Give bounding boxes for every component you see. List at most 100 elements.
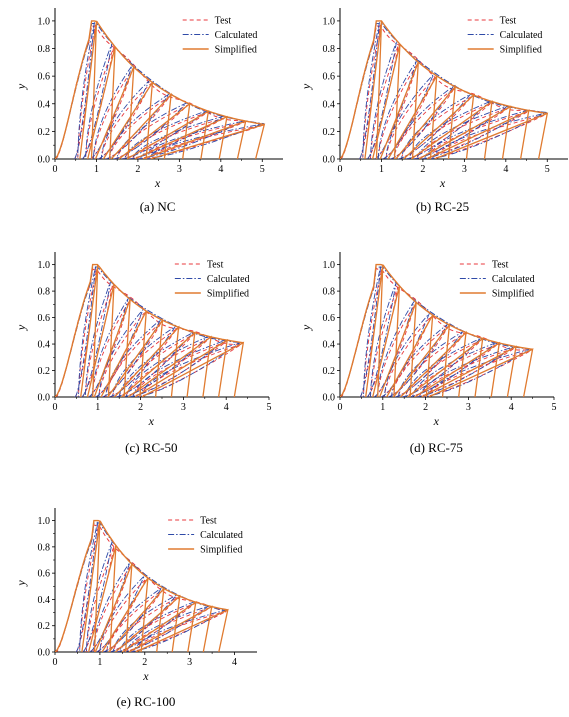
x-tick-label: 3: [181, 402, 186, 413]
y-tick-label: 0.0: [323, 393, 336, 404]
chart-panel-3: 0 1 2 3 4 5 0.0 0.2 0.4 0.6 0.8 1.0 x y (c) RC-50 Test C…: [14, 252, 272, 455]
y-axis-label: y: [299, 324, 313, 331]
y-tick-label: 0.4: [38, 595, 51, 606]
loop-simplified: [403, 93, 475, 159]
loop-simplified: [93, 299, 131, 397]
legend-label: Test: [200, 516, 217, 527]
loop-simplified: [118, 102, 191, 159]
loop-test: [81, 285, 113, 397]
loop-simplified: [395, 84, 457, 159]
series-simplified: [55, 263, 245, 397]
loop-simplified: [121, 600, 197, 652]
loop-simplified: [107, 317, 164, 397]
loop-test: [81, 48, 114, 159]
y-axis-label: y: [299, 83, 313, 90]
y-tick-label: 0.2: [38, 621, 51, 632]
loop-simplified: [79, 20, 98, 159]
y-tick-label: 1.0: [38, 16, 51, 27]
plot-area: [55, 20, 266, 159]
y-tick-label: 1.0: [323, 260, 336, 271]
x-axis-label: x: [439, 176, 446, 190]
x-axis-label: x: [154, 176, 161, 190]
loop-simplified: [418, 105, 512, 159]
loop-test: [97, 83, 152, 159]
y-tick-label: 0.2: [38, 127, 51, 138]
x-tick-label: 4: [232, 657, 237, 668]
x-tick-label: 2: [423, 402, 428, 413]
loop-simplified: [102, 82, 154, 159]
x-tick-label: 4: [509, 402, 514, 413]
chart-panel-2: 0 1 2 3 4 5 0.0 0.2 0.4 0.6 0.8 1.0 x y (b) RC-25 Test C…: [299, 8, 568, 214]
panel-caption: (d) RC-75: [410, 440, 463, 455]
plot-area: [55, 263, 245, 397]
loop-test: [382, 77, 436, 159]
y-tick-label: 0.6: [38, 313, 51, 324]
series-calculated: [55, 22, 265, 159]
loop-calculated: [409, 342, 497, 397]
y-tick-label: 0.8: [38, 44, 51, 55]
y-tick-label: 1.0: [323, 16, 336, 27]
loop-simplified: [87, 545, 117, 652]
chart-panel-4: 0 1 2 3 4 5 0.0 0.2 0.4 0.6 0.8 1.0 x y (d) RC-75 Test C…: [299, 252, 557, 455]
legend-label: Simplified: [500, 45, 542, 56]
loop-test: [415, 347, 516, 397]
loop-test: [422, 350, 532, 397]
y-axis-label: y: [14, 580, 28, 587]
loop-simplified: [393, 322, 451, 397]
loop-calculated: [81, 281, 111, 397]
x-tick-label: 0: [53, 402, 58, 413]
series-simplified: [55, 519, 229, 652]
x-tick-label: 5: [552, 402, 557, 413]
loop-test: [129, 341, 227, 397]
loop-simplified: [434, 112, 549, 159]
panel-caption: (b) RC-25: [416, 199, 469, 214]
y-tick-label: 0.6: [38, 72, 51, 83]
loop-simplified: [428, 348, 534, 397]
loop-calculated: [137, 120, 244, 159]
x-tick-label: 2: [138, 402, 143, 413]
loop-test: [74, 268, 98, 397]
y-tick-label: 0.6: [38, 569, 51, 580]
y-tick-label: 0.4: [38, 99, 51, 110]
legend-label: Calculated: [492, 274, 535, 285]
loop-simplified: [135, 608, 229, 652]
loop-test: [374, 63, 418, 159]
loop-test: [123, 607, 211, 652]
x-tick-label: 3: [187, 657, 192, 668]
legend-label: Calculated: [207, 274, 250, 285]
loop-test: [359, 268, 383, 397]
loop-simplified: [80, 264, 99, 397]
envelope-curve-simplified: [55, 20, 265, 159]
y-tick-label: 0.8: [323, 287, 336, 298]
loop-test: [82, 546, 115, 652]
loop-simplified: [426, 109, 530, 159]
x-tick-label: 3: [466, 402, 471, 413]
loop-calculated: [359, 265, 382, 397]
x-tick-label: 4: [503, 164, 508, 175]
series-simplified: [340, 263, 534, 397]
x-tick-label: 5: [260, 164, 265, 175]
x-axis-label: x: [142, 669, 149, 683]
loop-simplified: [410, 100, 493, 159]
loop-simplified: [407, 337, 484, 397]
loop-simplified: [379, 61, 419, 159]
loop-test: [105, 95, 171, 159]
y-tick-label: 0.4: [38, 340, 51, 351]
loop-calculated: [75, 521, 99, 652]
loop-test: [421, 111, 529, 159]
y-tick-label: 0.0: [323, 155, 336, 166]
x-tick-label: 1: [97, 657, 102, 668]
y-tick-label: 0.0: [38, 648, 51, 659]
panel-caption: (c) RC-50: [125, 440, 177, 455]
loop-simplified: [108, 586, 165, 652]
y-tick-label: 0.2: [38, 366, 51, 377]
loop-test: [95, 312, 146, 397]
x-tick-label: 0: [338, 164, 343, 175]
envelope-curve-simplified: [55, 519, 228, 652]
loop-simplified: [110, 92, 172, 159]
y-tick-label: 0.8: [38, 287, 51, 298]
envelope-curve-simplified: [340, 20, 548, 159]
legend-label: Calculated: [200, 530, 243, 541]
loop-simplified: [120, 331, 196, 397]
